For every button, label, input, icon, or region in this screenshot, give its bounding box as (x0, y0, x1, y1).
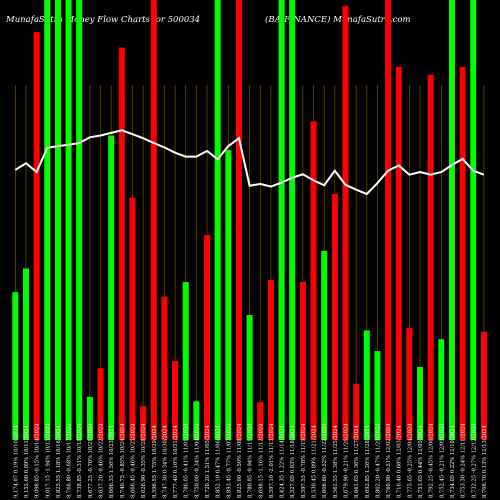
money-flow-line (14, 129, 485, 196)
bar-up (438, 339, 445, 440)
bar-down (257, 402, 264, 440)
bar-up (108, 135, 115, 440)
x-tick-label: 8,792.25 -0.45% 12/06/2024 (429, 423, 435, 498)
x-tick-label: 8,786.05 -0.41% 11/01/2024 (184, 423, 190, 498)
x-tick-label: 8,893.45 -0.77% 11/07/2024 (226, 423, 232, 498)
bar-down (342, 6, 349, 440)
x-tick-label: 8,679.90 -0.21% 11/26/2024 (343, 423, 349, 498)
x-tick-label: 8,766.80 -0.68% 10/17/2024 (67, 423, 73, 498)
x-tick-label: 8,561.55 1.38% 11/25/2024 (333, 425, 339, 498)
chart-subtitle: (BAJFINANCE) MunafaSutra.com (265, 14, 411, 25)
bar-up (417, 366, 424, 440)
x-tick-label: 8,692.85 1.26% 11/28/2024 (365, 425, 371, 498)
bar-up (12, 292, 19, 440)
x-tick-label: 9,017.15 -1.94% 10/15/2024 (45, 423, 51, 498)
bar-down (97, 368, 104, 440)
x-tick-label: 8,734.05 0.22% 12/10/2024 (450, 425, 456, 498)
x-tick-label: 9,174.07 0.19% 10/10/2024 (13, 425, 19, 498)
bar-up (182, 282, 189, 440)
bar-up (76, 0, 83, 440)
bar-down (459, 66, 466, 440)
x-tick-label: 8,752.45 -0.21% 12/09/2024 (439, 423, 445, 498)
x-tick-label: 8,597.55 -0.78% 11/19/2024 (301, 423, 307, 498)
bar-down (204, 234, 211, 440)
bar-down (395, 66, 402, 440)
x-tick-label: 8,716.40 0.68% 12/03/2024 (397, 425, 403, 498)
bar-up (225, 150, 232, 441)
bar-down (480, 331, 487, 440)
x-tick-label: 9,152.60 0.89% 10/11/2024 (24, 425, 30, 498)
bar-down (406, 327, 413, 440)
bar-up (22, 268, 29, 440)
x-tick-label: 8,732.25 -0.27% 12/12/2024 (471, 423, 477, 498)
bar-up (321, 250, 328, 440)
bar-down (331, 194, 338, 440)
bar-down (310, 121, 317, 440)
x-tick-label: 8,527.05 0.83% 11/18/2024 (290, 425, 296, 498)
x-tick-label: 8,825.00 -0.50% 11/08/2024 (237, 423, 243, 498)
x-tick-label: 8,780.85 -0.94% 11/11/2024 (248, 423, 254, 498)
bar-down (353, 383, 360, 440)
bar-up (470, 0, 477, 440)
x-axis-labels: 9,174.07 0.19% 10/10/2024 9,152.60 0.89% … (13, 423, 488, 498)
bars-group (12, 0, 487, 441)
x-tick-label: 8,530.45 0.89% 11/21/2024 (312, 425, 318, 498)
bar-down (161, 296, 168, 440)
bar-down (385, 0, 392, 440)
bar-down (140, 406, 147, 440)
x-tick-label: 8,802.20 -0.47% 11/29/2024 (375, 423, 381, 498)
x-tick-label: 8,747.30 0.34% 10/30/2024 (162, 425, 168, 498)
x-tick-label: 8,597.10 -2.01% 11/13/2024 (269, 423, 275, 498)
bar-down (172, 360, 179, 440)
x-tick-label: 8,606.60 -0.52% 11/22/2024 (322, 423, 328, 498)
x-tick-label: 8,753.65 0.44% 12/05/2024 (418, 425, 424, 498)
x-tick-label: 8,708.70 0.13% 12/13/2024 (482, 425, 488, 498)
bar-up (278, 0, 285, 440)
bar-up (363, 330, 370, 440)
x-tick-label: 9,098.05 -0.15% 10/14/2024 (35, 423, 41, 498)
bar-up (54, 0, 61, 440)
x-tick-label: 8,698.15 -1.16% 11/12/2024 (258, 423, 264, 498)
bar-down (33, 32, 40, 441)
x-tick-label: 8,661.65 0.36% 11/27/2024 (354, 425, 360, 498)
bar-up (86, 396, 93, 440)
x-tick-label: 8,596.55 1.75% 10/29/2024 (152, 425, 158, 498)
bar-up (448, 0, 455, 440)
bar-down (267, 279, 274, 440)
x-tick-label: 8,777.40 0.10% 10/31/2024 (173, 425, 179, 498)
bar-up (246, 315, 253, 440)
bar-down (150, 0, 157, 440)
money-flow-line-group (14, 129, 485, 196)
bar-up (44, 0, 51, 440)
bar-up (193, 401, 200, 440)
x-tick-label: 8,666.45 -0.46% 10/25/2024 (130, 423, 136, 498)
bar-up (289, 0, 296, 440)
bar-up (214, 0, 221, 440)
x-tick-label: 8,720.20 1.51% 11/05/2024 (205, 425, 211, 498)
bar-down (427, 74, 434, 441)
x-tick-label: 8,750.00 -0.34% 11/04/2024 (194, 423, 200, 498)
chart-title: MunafaSutra Money Flow Charts for 500034 (5, 15, 200, 25)
x-tick-label: 8,677.25 -0.70% 10/21/2024 (88, 423, 94, 498)
bar-down (118, 47, 125, 441)
x-tick-label: 8,626.90 -0.35% 10/28/2024 (141, 423, 147, 498)
bar-up (374, 351, 381, 440)
x-tick-label: 8,738.85 -0.31% 10/18/2024 (77, 423, 83, 498)
x-tick-label: 8,775.65 -0.25% 12/04/2024 (407, 423, 413, 498)
x-tick-label: 8,424.35 1.22% 11/14/2024 (280, 425, 286, 498)
bar-down (129, 197, 136, 440)
x-tick-label: 8,753.30 -0.24% 12/11/2024 (461, 423, 467, 498)
x-tick-label: 8,760.90 -0.51% 12/02/2024 (386, 423, 392, 498)
bar-up (65, 0, 72, 440)
x-tick-label: 8,606.35 1.56% 10/23/2024 (109, 425, 115, 498)
x-tick-label: 8,825.55 1.18% 10/16/2024 (56, 425, 62, 498)
bar-down (299, 282, 306, 440)
x-tick-label: 8,852.10 0.47% 11/06/2024 (216, 425, 222, 498)
x-tick-label: 8,740.75 -0.85% 10/24/2024 (120, 423, 126, 498)
bar-down (235, 0, 242, 440)
x-tick-label: 8,637.20 -0.46% 10/22/2024 (99, 423, 105, 498)
